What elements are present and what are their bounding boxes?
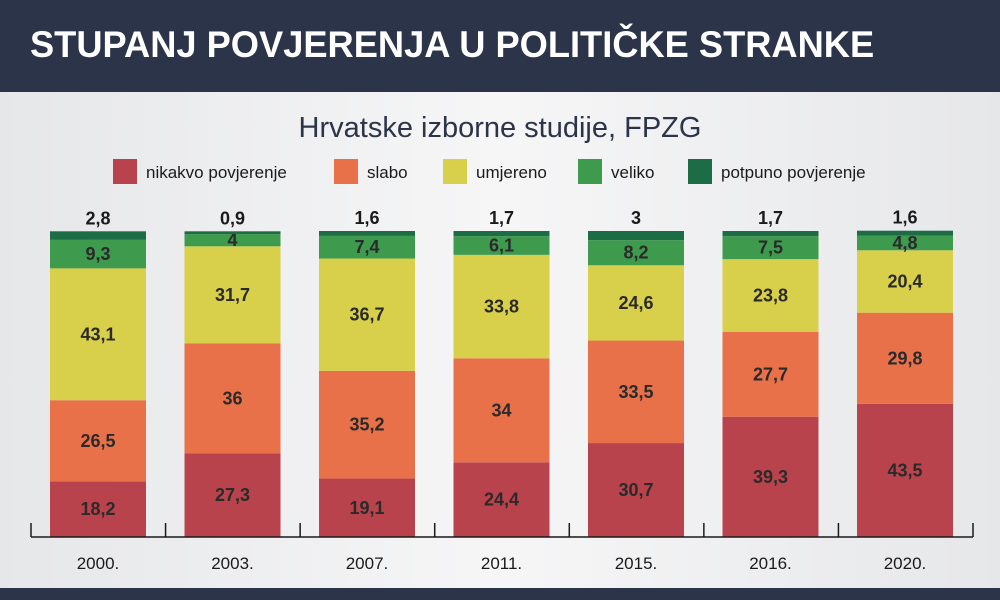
data-label: 35,2	[349, 415, 384, 435]
bar-segment	[453, 462, 550, 537]
bar-segment	[319, 235, 415, 259]
data-label: 29,8	[887, 348, 922, 368]
data-label: 33,8	[484, 297, 519, 317]
bar-segment	[50, 239, 146, 269]
legend-swatch	[113, 159, 137, 184]
bar-segment	[453, 231, 550, 237]
legend-swatch	[578, 159, 602, 184]
bar-segment	[588, 443, 684, 537]
data-label: 24,6	[618, 293, 653, 313]
bar-segment	[453, 236, 550, 255]
bar-segment	[722, 259, 819, 332]
bar-segment	[319, 231, 415, 236]
legend-swatch	[334, 159, 358, 184]
bar-segment	[722, 331, 819, 417]
bar-segment	[50, 268, 146, 401]
bar-segment	[453, 358, 550, 463]
bar-segment	[857, 230, 953, 236]
x-tick-label: 2000.	[77, 554, 120, 573]
x-tick-label: 2003.	[211, 554, 254, 573]
data-label: 4,8	[892, 233, 917, 253]
data-label-top: 1,7	[489, 208, 514, 228]
bar-segment	[50, 400, 146, 482]
data-label-top: 2,8	[85, 208, 110, 228]
data-label: 6,1	[489, 236, 514, 256]
bar-segment	[184, 343, 281, 454]
bar-segment	[857, 250, 953, 313]
bar-segment	[588, 265, 684, 341]
bar-segment	[50, 231, 146, 240]
data-label: 43,5	[887, 460, 922, 480]
bar-segment	[184, 453, 281, 537]
bar-segment	[857, 312, 953, 404]
bar-segment	[588, 231, 684, 241]
data-label-top: 1,6	[354, 208, 379, 228]
data-label: 9,3	[85, 244, 110, 264]
bar-segment	[184, 246, 281, 344]
data-label: 34	[491, 400, 511, 420]
bar-segment	[857, 235, 953, 251]
data-label: 26,5	[80, 431, 115, 451]
legend-label: nikakvo povjerenje	[146, 163, 287, 182]
data-label: 33,5	[618, 382, 653, 402]
chart-subtitle: Hrvatske izborne studije, FPZG	[299, 112, 702, 144]
legend-label: veliko	[611, 163, 654, 182]
bar-segment	[319, 258, 415, 371]
bottom-band	[0, 588, 1000, 600]
bar-segment	[857, 403, 953, 537]
data-label: 36	[222, 388, 242, 408]
bar-segment	[50, 481, 146, 537]
data-label: 4	[227, 230, 237, 250]
data-label-top: 3	[631, 208, 641, 228]
data-label: 19,1	[349, 498, 384, 518]
header-bar: STUPANJ POVJERENJA U POLITIČKE STRANKE	[0, 0, 1000, 92]
x-tick-label: 2015.	[615, 554, 658, 573]
data-label: 43,1	[80, 324, 115, 344]
x-tick-label: 2020.	[884, 554, 927, 573]
legend-label: umjereno	[476, 163, 547, 182]
bar-segment	[722, 236, 819, 260]
data-label-top: 1,7	[758, 208, 783, 228]
data-label-top: 1,6	[892, 208, 917, 228]
data-label: 8,2	[623, 243, 648, 263]
data-label: 36,7	[349, 305, 384, 325]
bar-segment	[319, 370, 415, 479]
bar-segment	[319, 478, 415, 537]
data-label-top: 0,9	[220, 208, 245, 228]
bar-segment	[722, 231, 819, 237]
bar-segment	[184, 231, 281, 235]
legend-label: slabo	[367, 163, 408, 182]
data-label: 7,4	[354, 237, 379, 257]
page-title: STUPANJ POVJERENJA U POLITIČKE STRANKE	[30, 24, 875, 65]
data-label: 30,7	[618, 480, 653, 500]
data-label: 18,2	[80, 499, 115, 519]
data-label: 24,4	[484, 490, 519, 510]
data-label: 20,4	[887, 271, 922, 291]
data-label: 31,7	[215, 285, 250, 305]
legend-swatch	[443, 159, 467, 184]
legend-label: potpuno povjerenje	[721, 163, 866, 182]
bar-segment	[588, 340, 684, 444]
data-label: 27,7	[753, 364, 788, 384]
data-label: 7,5	[758, 238, 783, 258]
data-label: 23,8	[753, 286, 788, 306]
data-label: 39,3	[753, 467, 788, 487]
x-tick-label: 2007.	[346, 554, 389, 573]
bar-segment	[722, 416, 819, 537]
x-tick-label: 2016.	[749, 554, 792, 573]
bar-segment	[184, 234, 281, 247]
data-label: 27,3	[215, 485, 250, 505]
bar-segment	[453, 254, 550, 359]
legend-swatch	[688, 159, 712, 184]
bar-segment	[588, 240, 684, 266]
x-tick-label: 2011.	[481, 554, 522, 573]
